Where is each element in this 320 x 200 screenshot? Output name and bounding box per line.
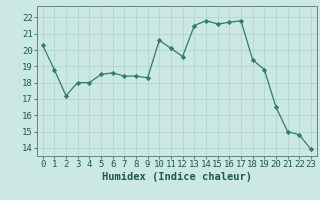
X-axis label: Humidex (Indice chaleur): Humidex (Indice chaleur) [102,172,252,182]
